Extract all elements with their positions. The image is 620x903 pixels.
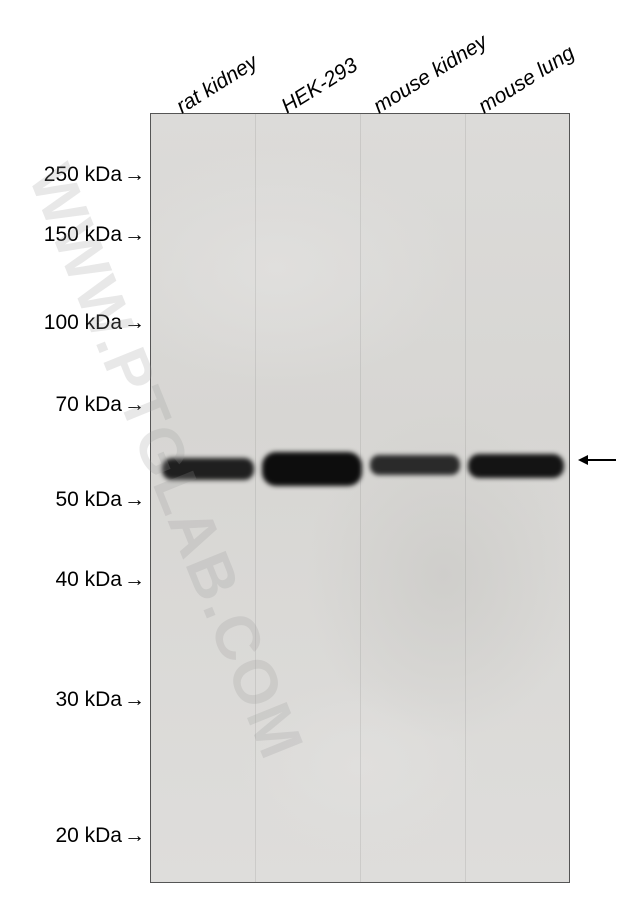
protein-band-lane-2 (370, 455, 460, 475)
protein-band-lane-1 (262, 452, 362, 486)
mw-marker-7: 20 kDa→ (55, 824, 145, 848)
lane-label-2: mouse kidney (369, 30, 492, 119)
arrow-right-icon: → (124, 163, 145, 187)
lane-label-3: mouse lung (474, 41, 579, 119)
lane-label-1: HEK-293 (277, 53, 362, 119)
mw-marker-label: 50 kDa (55, 488, 122, 511)
target-band-arrow (578, 450, 618, 470)
arrow-right-icon: → (124, 824, 145, 848)
mw-marker-label: 40 kDa (55, 568, 122, 591)
lane-label-0: rat kidney (172, 50, 262, 119)
arrow-right-icon: → (124, 568, 145, 592)
protein-band-lane-3 (468, 454, 564, 478)
mw-marker-4: 50 kDa→ (55, 488, 145, 512)
mw-marker-label: 30 kDa (55, 688, 122, 711)
lane-divider-2 (465, 113, 466, 883)
mw-marker-5: 40 kDa→ (55, 568, 145, 592)
mw-marker-label: 20 kDa (55, 824, 122, 847)
mw-marker-6: 30 kDa→ (55, 688, 145, 712)
arrow-right-icon: → (124, 223, 145, 247)
lane-divider-1 (360, 113, 361, 883)
figure-root: rat kidneyHEK-293mouse kidneymouse lung … (0, 0, 620, 903)
arrow-right-icon: → (124, 688, 145, 712)
